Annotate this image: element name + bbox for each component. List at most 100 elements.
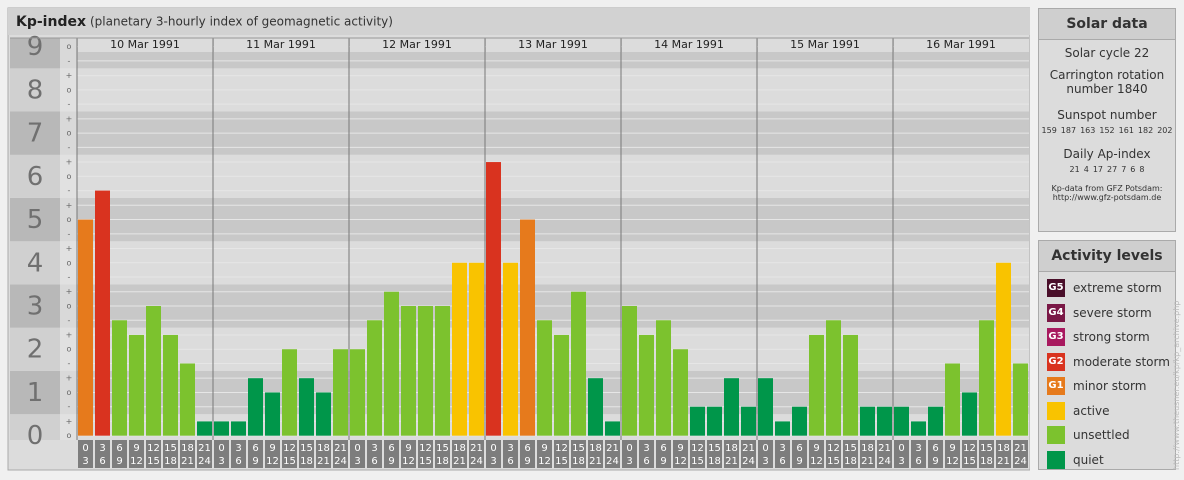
day-label: 13 Mar 1991 xyxy=(518,38,588,51)
minor-tick-label: + xyxy=(66,330,73,339)
time-box xyxy=(520,440,535,468)
legend-label: active xyxy=(1073,403,1110,418)
carrington: Carrington rotation number 1840 xyxy=(1049,68,1165,96)
day-header xyxy=(758,38,893,52)
label-band xyxy=(10,154,60,198)
y-tick-label: 4 xyxy=(27,248,44,278)
time-label: 21 xyxy=(181,456,194,467)
bar xyxy=(605,421,620,436)
time-box xyxy=(418,440,433,468)
label-band xyxy=(10,284,60,328)
y-tick-label: 7 xyxy=(27,119,44,149)
time-label: 12 xyxy=(946,456,959,467)
time-box xyxy=(979,440,994,468)
time-label: 21 xyxy=(453,456,466,467)
time-box xyxy=(95,440,110,468)
minor-tick-label: + xyxy=(66,114,73,123)
time-label: 21 xyxy=(725,456,738,467)
minor-tick-label: + xyxy=(66,374,73,383)
bar xyxy=(690,406,705,436)
legend-swatch: G2 xyxy=(1047,352,1065,371)
time-label: 24 xyxy=(198,456,211,467)
legend-label: strong storm xyxy=(1073,330,1150,345)
day-header xyxy=(350,38,485,52)
time-label: 18 xyxy=(300,456,313,467)
time-label: 9 xyxy=(388,456,394,467)
time-label: 15 xyxy=(300,443,313,454)
time-label: 18 xyxy=(997,443,1010,454)
bar xyxy=(758,378,773,436)
time-box xyxy=(775,440,790,468)
legend-item: G5 extreme storm xyxy=(1039,276,1175,301)
time-label: 6 xyxy=(524,443,530,454)
time-label: 3 xyxy=(354,456,360,467)
minor-tick-label: - xyxy=(68,359,71,368)
credit: Kp-data from GFZ Potsdam: xyxy=(1051,184,1163,193)
time-box xyxy=(724,440,739,468)
time-label: 3 xyxy=(218,456,224,467)
bar xyxy=(503,262,518,436)
minor-tick-label: o xyxy=(67,258,72,267)
y-tick-label: 8 xyxy=(27,75,44,105)
bar xyxy=(588,378,603,436)
minor-tick-label: - xyxy=(68,100,71,109)
time-label: 3 xyxy=(643,443,649,454)
time-label: 3 xyxy=(371,443,377,454)
legend-label: extreme storm xyxy=(1073,281,1162,296)
minor-tick-label: - xyxy=(68,143,71,152)
legend-label: severe storm xyxy=(1073,305,1152,320)
solar-data-panel: Solar data Solar cycle 22 Carrington rot… xyxy=(1038,8,1176,232)
time-label: 15 xyxy=(963,456,976,467)
legend-swatch: G5 xyxy=(1047,279,1065,298)
time-label: 18 xyxy=(980,456,993,467)
time-label: 6 xyxy=(796,443,802,454)
label-band xyxy=(10,370,60,415)
time-box xyxy=(894,440,909,468)
time-box xyxy=(180,440,195,468)
time-box xyxy=(741,440,756,468)
minor-tick-label: o xyxy=(67,42,72,51)
time-label: 6 xyxy=(99,456,105,467)
time-box xyxy=(435,440,450,468)
day-label: 16 Mar 1991 xyxy=(926,38,996,51)
time-label: 6 xyxy=(116,443,122,454)
bar xyxy=(622,306,637,436)
bar xyxy=(656,320,671,436)
time-label: 12 xyxy=(827,443,840,454)
activity-panel: Activity levels G5 extreme storm G4 severe … xyxy=(1038,240,1176,470)
time-box xyxy=(656,440,671,468)
bar xyxy=(401,306,416,436)
ap-label: Daily Ap-index xyxy=(1063,147,1151,161)
time-label: 3 xyxy=(626,456,632,467)
time-box xyxy=(826,440,841,468)
time-label: 0 xyxy=(82,443,88,454)
time-box xyxy=(758,440,773,468)
label-band xyxy=(10,111,60,155)
bar xyxy=(129,334,144,436)
time-box xyxy=(112,440,127,468)
time-label: 21 xyxy=(997,456,1010,467)
bar xyxy=(231,421,246,436)
sunspot-number: 182 xyxy=(1137,126,1154,135)
time-label: 15 xyxy=(708,443,721,454)
y-tick-label: 1 xyxy=(27,378,44,408)
panel-title: Activity levels xyxy=(1039,241,1175,272)
y-tick-label: 3 xyxy=(27,292,44,322)
day-header xyxy=(214,38,349,52)
title-bar xyxy=(8,8,1030,35)
time-label: 12 xyxy=(674,456,687,467)
bar xyxy=(265,392,280,436)
label-band xyxy=(10,38,60,69)
bar xyxy=(486,162,501,436)
time-box xyxy=(486,440,501,468)
y-tick-label: 9 xyxy=(27,32,44,62)
time-label: 12 xyxy=(266,456,279,467)
time-label: 9 xyxy=(813,443,819,454)
time-label: 0 xyxy=(354,443,360,454)
bar xyxy=(367,320,382,436)
time-box xyxy=(1013,440,1028,468)
time-label: 9 xyxy=(405,443,411,454)
legend-item: active xyxy=(1039,399,1175,424)
bar xyxy=(197,421,212,436)
